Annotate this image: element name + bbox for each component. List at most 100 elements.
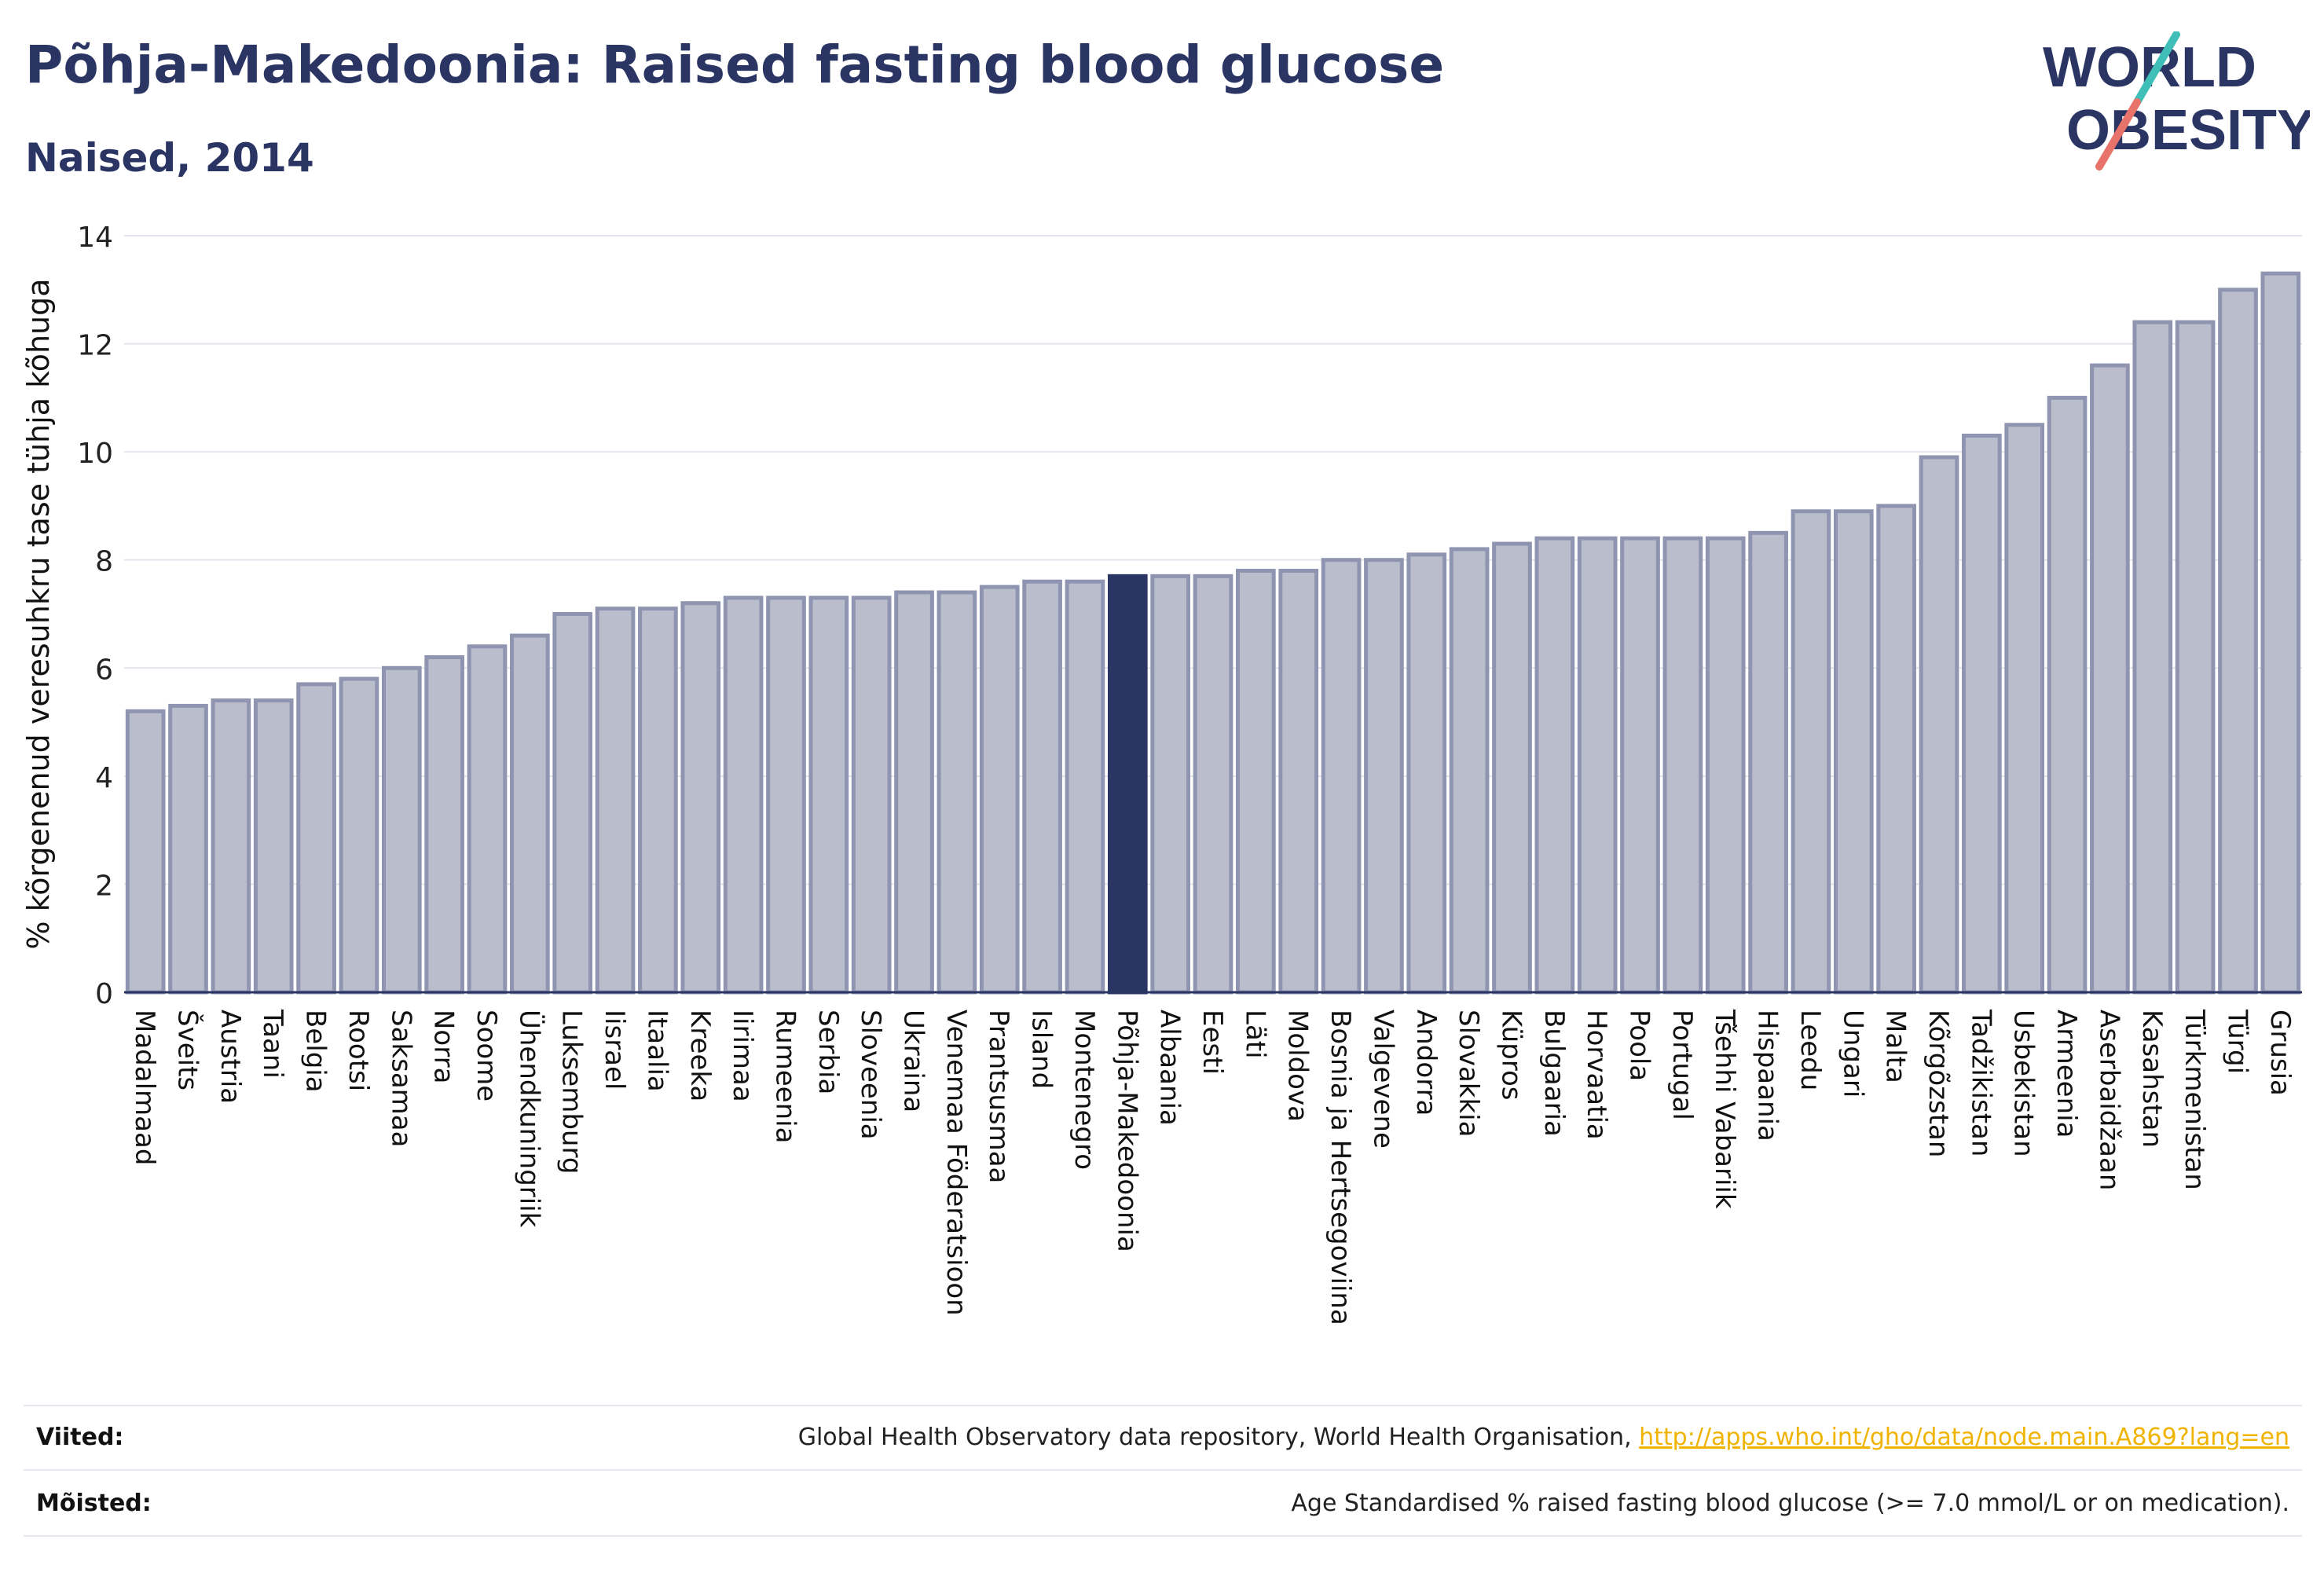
x-tick-label: Šveits bbox=[172, 1010, 204, 1090]
x-tick-label: Soome bbox=[471, 1010, 502, 1101]
bar bbox=[1236, 568, 1276, 995]
x-tick-label: Küpros bbox=[1495, 1010, 1527, 1100]
bar bbox=[381, 665, 422, 995]
y-tick-label: 14 bbox=[77, 222, 113, 254]
bar bbox=[1449, 547, 1490, 995]
bar bbox=[723, 596, 764, 995]
bar bbox=[1705, 536, 1746, 995]
bar bbox=[595, 607, 636, 995]
bar bbox=[1534, 536, 1575, 995]
x-tick-label: Poola bbox=[1624, 1010, 1655, 1081]
y-tick-label: 6 bbox=[95, 654, 113, 686]
x-tick-label: Kreeka bbox=[684, 1010, 716, 1101]
chart-title: Põhja-Makedoonia: Raised fasting blood g… bbox=[25, 35, 1445, 95]
bar bbox=[296, 682, 336, 995]
x-tick-label: Montenegro bbox=[1069, 1010, 1100, 1170]
bar bbox=[253, 698, 294, 995]
bar bbox=[1364, 558, 1404, 995]
x-tick-label: Rumeenia bbox=[769, 1010, 801, 1143]
x-tick-label: Island bbox=[1026, 1010, 1058, 1089]
bar bbox=[211, 698, 251, 995]
bar bbox=[125, 709, 166, 995]
bar bbox=[2260, 271, 2301, 995]
x-tick-label: Eesti bbox=[1197, 1010, 1228, 1075]
bar bbox=[1107, 574, 1148, 995]
bar bbox=[168, 703, 208, 995]
x-tick-label: Leedu bbox=[1794, 1010, 1826, 1090]
bar bbox=[2090, 363, 2130, 995]
bar bbox=[680, 601, 721, 995]
bar bbox=[1577, 536, 1618, 995]
y-tick-label: 12 bbox=[77, 330, 113, 362]
x-tick-label: Armeenia bbox=[2051, 1010, 2082, 1138]
footer-divider-middle bbox=[24, 1469, 2302, 1471]
x-tick-label: Luksemburg bbox=[556, 1010, 588, 1174]
bar-chart: 0 2 4 6 8 10 12 14 % kõrgenenud veresuhkru tase … bbox=[21, 222, 2302, 1325]
footer-divider-top bbox=[24, 1405, 2302, 1406]
x-tick-label: Ukraina bbox=[898, 1010, 929, 1112]
x-tick-label: Usbekistan bbox=[2008, 1010, 2040, 1157]
definitions-label: Mõisted: bbox=[36, 1490, 152, 1517]
x-tick-label: Austria bbox=[214, 1010, 246, 1104]
bar bbox=[467, 644, 508, 995]
bar bbox=[1962, 434, 2002, 995]
bar bbox=[339, 676, 379, 995]
bar bbox=[1065, 579, 1105, 995]
bar bbox=[766, 596, 806, 995]
bar bbox=[851, 596, 892, 995]
bar bbox=[1748, 530, 1788, 995]
bar bbox=[1919, 455, 1959, 995]
x-tick-label: Tšehhi Vabariik bbox=[1709, 1009, 1740, 1209]
bar bbox=[937, 590, 977, 995]
x-tick-label: Bulgaaria bbox=[1538, 1010, 1570, 1137]
bar bbox=[424, 655, 464, 995]
x-tick-label: Slovakkia bbox=[1453, 1010, 1484, 1137]
bar bbox=[1150, 574, 1190, 995]
sources-link[interactable]: http://apps.who.int/gho/data/node.main.A… bbox=[1639, 1424, 2289, 1451]
footer-sources-row: Viited: Global Health Observatory data r… bbox=[24, 1406, 2302, 1469]
bar bbox=[1278, 568, 1319, 995]
x-tick-label: Läti bbox=[1239, 1010, 1270, 1059]
bar bbox=[2132, 320, 2173, 995]
bar bbox=[1791, 509, 1831, 995]
x-tick-label: Taani bbox=[257, 1009, 288, 1079]
x-tick-label: Iisrael bbox=[599, 1010, 630, 1090]
bar bbox=[1022, 579, 1062, 995]
x-tick-label: Kõrgõzstan bbox=[1923, 1010, 1954, 1157]
bar bbox=[1662, 536, 1703, 995]
bar bbox=[808, 596, 849, 995]
definitions-value: Age Standardised % raised fasting blood … bbox=[1291, 1490, 2289, 1517]
x-tick-label: Tadžikistan bbox=[1965, 1009, 1996, 1156]
bar bbox=[2175, 320, 2216, 995]
logo-slash-teal bbox=[2133, 31, 2180, 106]
x-tick-label: Põhja-Makedoonia bbox=[1111, 1010, 1142, 1252]
y-tick-label: 2 bbox=[95, 870, 113, 902]
x-tick-label: Prantsusmaa bbox=[983, 1010, 1014, 1183]
x-tick-label: Ühendkuningriik bbox=[513, 1010, 545, 1228]
bar bbox=[1321, 558, 1362, 995]
bar bbox=[1406, 552, 1447, 995]
y-tick-label: 10 bbox=[77, 438, 113, 470]
y-axis-label: % kõrgenenud veresuhkru tase tühja kõhug… bbox=[21, 278, 56, 949]
x-tick-label: Kasahstan bbox=[2136, 1010, 2168, 1148]
y-tick-label: 0 bbox=[95, 978, 113, 1010]
chart-subtitle: Naised, 2014 bbox=[25, 135, 314, 181]
x-tick-label: Albaania bbox=[1154, 1010, 1186, 1126]
x-tick-label: Venemaa Föderatsioon bbox=[940, 1010, 972, 1316]
logo-text-line1: WORLD bbox=[2043, 36, 2256, 99]
sources-text: Global Health Observatory data repositor… bbox=[797, 1424, 1640, 1451]
x-tick-label: Türgi bbox=[2221, 1009, 2253, 1074]
x-tick-label: Moldova bbox=[1282, 1010, 1314, 1122]
x-tick-label: Sloveenia bbox=[855, 1010, 886, 1140]
x-tick-label: Türkmenistan bbox=[2179, 1009, 2210, 1190]
x-tick-label: Saksamaa bbox=[385, 1010, 416, 1147]
bar bbox=[1620, 536, 1660, 995]
bar bbox=[2004, 423, 2045, 995]
y-tick-label: 4 bbox=[95, 762, 113, 794]
x-tick-label: Malta bbox=[1880, 1010, 1912, 1083]
x-tick-label: Itaalia bbox=[641, 1010, 673, 1092]
x-tick-label: Andorra bbox=[1410, 1010, 1442, 1116]
footer-divider-bottom bbox=[24, 1535, 2302, 1537]
x-tick-label: Bosnia ja Hertsegoviina bbox=[1325, 1010, 1356, 1325]
x-tick-label: Ungari bbox=[1837, 1010, 1868, 1098]
